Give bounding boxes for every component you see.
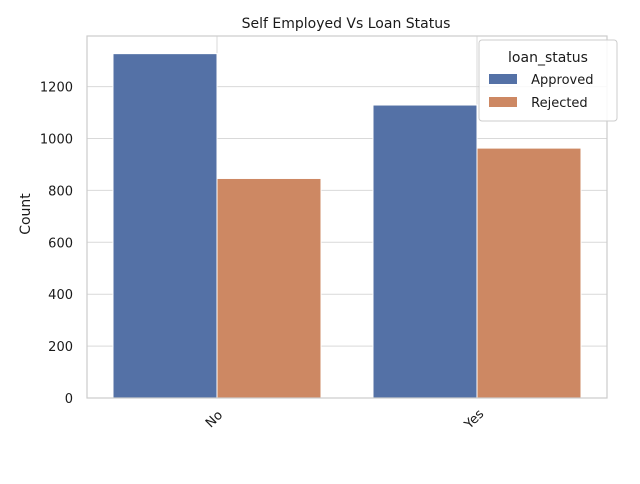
y-axis-label: Count xyxy=(18,193,34,235)
bar-approved-yes xyxy=(372,104,478,399)
plot-frame xyxy=(86,35,608,399)
y-tick-label: 1000 xyxy=(40,133,73,148)
y-tick-label: 0 xyxy=(65,392,73,407)
chart-title: Self Employed Vs Loan Status xyxy=(242,16,451,32)
x-tick-label: No xyxy=(203,408,226,431)
bars xyxy=(112,53,582,399)
y-tick-label: 1200 xyxy=(40,81,73,96)
legend-label-rejected: Rejected xyxy=(527,96,588,111)
x-tick-labels: No Yes xyxy=(203,407,487,433)
y-tick-label: 600 xyxy=(48,236,73,251)
y-tick-label: 800 xyxy=(48,184,73,199)
y-tick-label: 400 xyxy=(48,288,73,303)
legend: loan_status Approved Rejected xyxy=(478,39,618,122)
bar-approved-no xyxy=(112,53,218,399)
legend-swatch-approved xyxy=(489,74,517,84)
legend-title: loan_status xyxy=(508,50,588,66)
bar-rejected-yes xyxy=(476,147,582,399)
x-tick-label: Yes xyxy=(461,407,487,433)
legend-label-approved: Approved xyxy=(527,73,594,88)
y-tick-labels: 0 200 400 600 800 1000 1200 xyxy=(40,81,73,407)
y-tick-label: 200 xyxy=(48,340,73,355)
legend-swatch-rejected xyxy=(489,97,517,107)
plot-border xyxy=(86,35,608,399)
bar-rejected-no xyxy=(216,177,322,399)
